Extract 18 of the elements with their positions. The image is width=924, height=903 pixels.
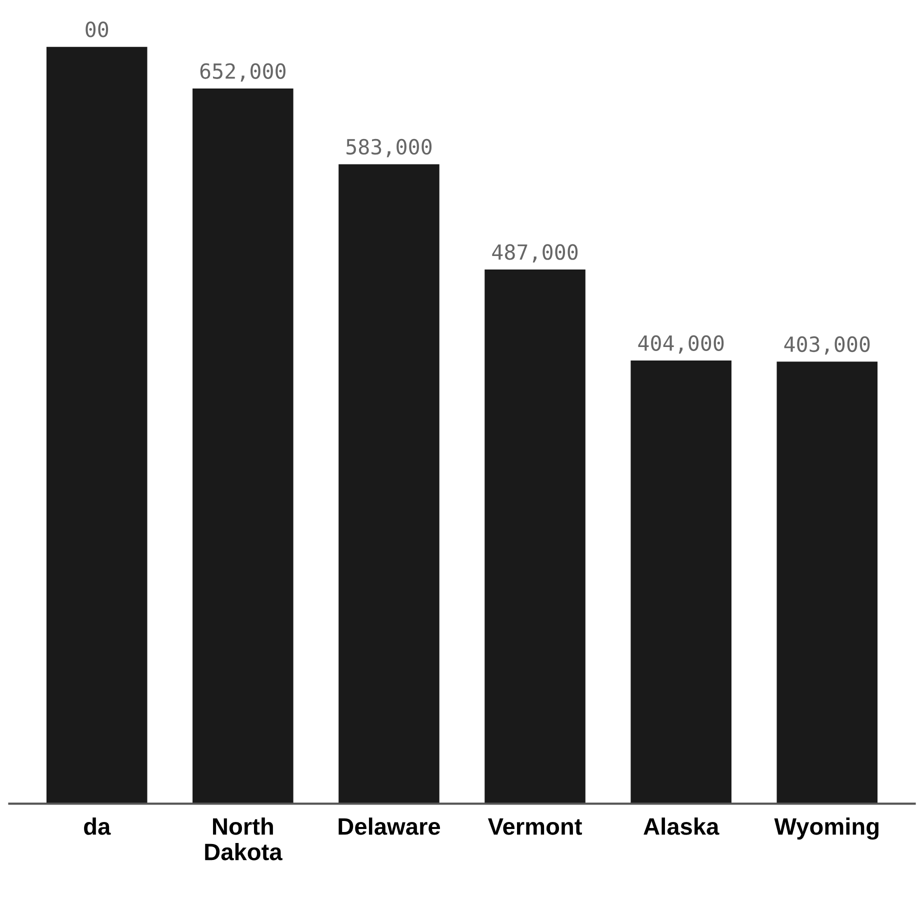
bar bbox=[484, 270, 586, 804]
x-tick-label: North Dakota bbox=[205, 818, 282, 860]
x-tick-label: Vermont bbox=[488, 818, 582, 835]
x-tick-label: Alaska bbox=[644, 818, 720, 835]
bar bbox=[192, 88, 294, 804]
bar bbox=[338, 164, 440, 804]
bar bbox=[630, 360, 732, 804]
x-tick-label: da bbox=[84, 818, 111, 835]
x-tick-label: Delaware bbox=[338, 818, 440, 835]
data-label: 652,000 bbox=[200, 63, 286, 82]
x-tick-label: Wyoming bbox=[774, 818, 878, 840]
data-label: 404,000 bbox=[638, 335, 724, 354]
data-label: 487,000 bbox=[492, 244, 578, 263]
bar bbox=[776, 362, 878, 804]
annotation: 00 bbox=[86, 22, 108, 38]
data-label: 583,000 bbox=[346, 138, 432, 158]
data-label: 403,000 bbox=[784, 336, 870, 355]
bar bbox=[46, 46, 148, 804]
